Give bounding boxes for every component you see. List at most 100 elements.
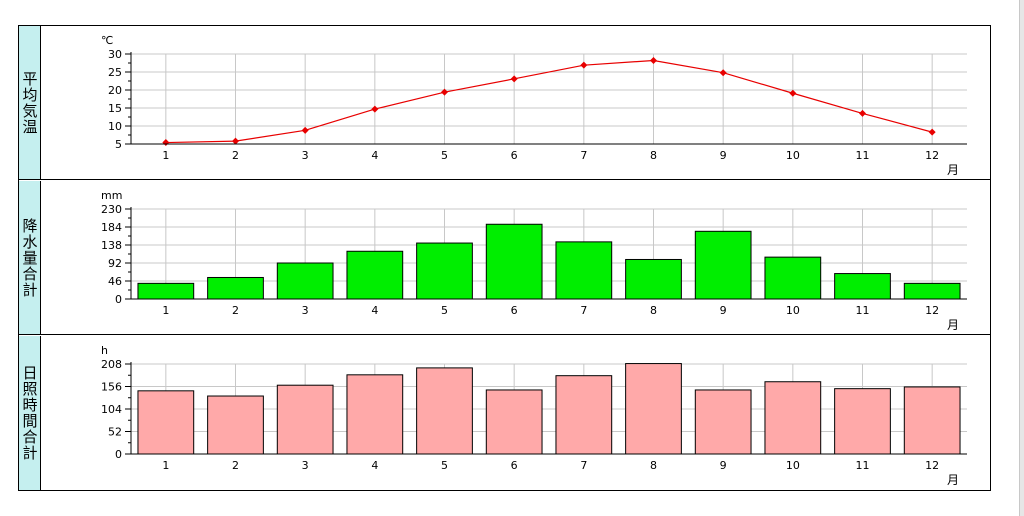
point-2: [232, 137, 239, 145]
bar-1: [137, 390, 195, 455]
y-tick-label: 0: [115, 293, 122, 306]
x-tick-label: 12: [925, 304, 939, 317]
bar-3: [276, 262, 334, 300]
y-tick-label: 156: [101, 381, 122, 394]
bar-4: [346, 374, 404, 455]
x-tick-label: 2: [232, 149, 239, 162]
y-tick-label: 15: [108, 102, 122, 115]
bar-8: [625, 363, 682, 455]
y-unit-label: mm: [101, 189, 122, 202]
bar-6: [485, 389, 543, 455]
x-tick-label: 8: [650, 149, 657, 162]
point-5: [441, 88, 448, 96]
temperature-row-label: 平均気温: [20, 70, 39, 135]
x-unit-label: 月: [947, 163, 959, 177]
x-tick-label: 5: [441, 149, 448, 162]
x-tick-label: 6: [511, 149, 518, 162]
x-tick-label: 12: [925, 149, 939, 162]
bar-2: [207, 276, 264, 300]
x-tick-label: 3: [302, 459, 309, 472]
y-tick-label: 25: [108, 66, 122, 79]
x-tick-label: 1: [162, 459, 169, 472]
x-tick-label: 9: [720, 304, 727, 317]
x-tick-label: 1: [162, 149, 169, 162]
precipitation-label-cell: 降水量合計: [19, 181, 41, 334]
x-tick-label: 4: [371, 459, 378, 472]
y-tick-label: 138: [101, 239, 122, 252]
x-tick-label: 12: [925, 459, 939, 472]
temperature-row: 平均気温 5 10 15 20 25 30 ℃ 1 2 3 4 5 6 7 8 9 10 11 12 月: [19, 26, 990, 180]
bar-10: [764, 256, 822, 300]
x-tick-label: 8: [650, 304, 657, 317]
x-tick-label: 10: [786, 459, 800, 472]
x-tick-label: 2: [232, 304, 239, 317]
x-tick-label: 1: [162, 304, 169, 317]
y-tick-label: 5: [115, 138, 122, 151]
x-tick-label: 5: [441, 459, 448, 472]
y-axis-ticks: 5 10 15 20 25 30: [108, 48, 131, 151]
y-tick-label: 30: [108, 48, 122, 61]
y-tick-label: 20: [108, 84, 122, 97]
bar-11: [834, 273, 891, 300]
bar-12: [903, 386, 961, 455]
y-tick-label: 208: [101, 358, 122, 371]
x-tick-label: 11: [856, 459, 870, 472]
bar-8: [625, 258, 682, 300]
x-tick-labels: 1 2 3 4 5 6 7 8 9 10 11 12: [162, 149, 939, 162]
point-9: [719, 69, 727, 77]
x-tick-label: 7: [580, 459, 587, 472]
sunshine-row: 日照時間合計 0 52 104 156 208 h 1 2 3 4 5 6 7 8 9 10 11 12 月: [19, 336, 990, 490]
bar-1: [137, 282, 195, 300]
x-tick-label: 10: [786, 304, 800, 317]
point-7: [580, 61, 588, 69]
point-12: [928, 128, 936, 136]
y-tick-label: 0: [115, 448, 122, 461]
bar-7: [555, 241, 613, 300]
point-8: [650, 56, 657, 64]
y-tick-label: 46: [108, 275, 122, 288]
x-tick-label: 6: [511, 304, 518, 317]
point-11: [859, 109, 866, 117]
x-tick-label: 4: [371, 149, 378, 162]
precipitation-row-label: 降水量合計: [20, 217, 39, 298]
point-3: [301, 126, 309, 134]
x-tick-label: 6: [511, 459, 518, 472]
temperature-line: [165, 59, 933, 144]
bar-3: [276, 384, 334, 455]
y-tick-label: 230: [101, 203, 122, 216]
y-tick-label: 184: [101, 221, 122, 234]
x-tick-labels: 1 2 3 4 5 6 7 8 9 10 11 12: [162, 459, 939, 472]
sunshine-label-cell: 日照時間合計: [19, 336, 41, 490]
point-4: [371, 105, 379, 113]
x-tick-label: 11: [856, 149, 870, 162]
bar-4: [346, 250, 404, 300]
x-tick-label: 9: [720, 149, 727, 162]
sunshine-row-label: 日照時間合計: [20, 365, 39, 461]
y-tick-label: 92: [108, 257, 122, 270]
bar-6: [485, 223, 543, 300]
x-tick-label: 4: [371, 304, 378, 317]
x-unit-label: 月: [947, 318, 959, 332]
bar-5: [416, 367, 473, 455]
x-tick-label: 7: [580, 149, 587, 162]
precipitation-row: 降水量合計 0 46 92 138 184 230 mm 1 2 3 4 5 6 7 8 9 10 11 12 月: [19, 181, 990, 335]
bar-12: [903, 282, 961, 300]
point-10: [789, 89, 797, 97]
y-tick-label: 104: [101, 403, 122, 416]
y-tick-label: 52: [108, 426, 122, 439]
window-right-edge: [1019, 0, 1024, 516]
y-tick-label: 10: [108, 120, 122, 133]
grid: [131, 53, 967, 144]
y-unit-label: h: [101, 344, 108, 357]
x-tick-label: 3: [302, 304, 309, 317]
x-tick-label: 2: [232, 459, 239, 472]
x-tick-labels: 1 2 3 4 5 6 7 8 9 10 11 12: [162, 304, 939, 317]
bar-10: [764, 381, 822, 455]
x-tick-label: 11: [856, 304, 870, 317]
y-axis-ticks: 0 46 92 138 184 230: [101, 203, 131, 306]
y-unit-label: ℃: [101, 34, 113, 47]
x-tick-label: 3: [302, 149, 309, 162]
